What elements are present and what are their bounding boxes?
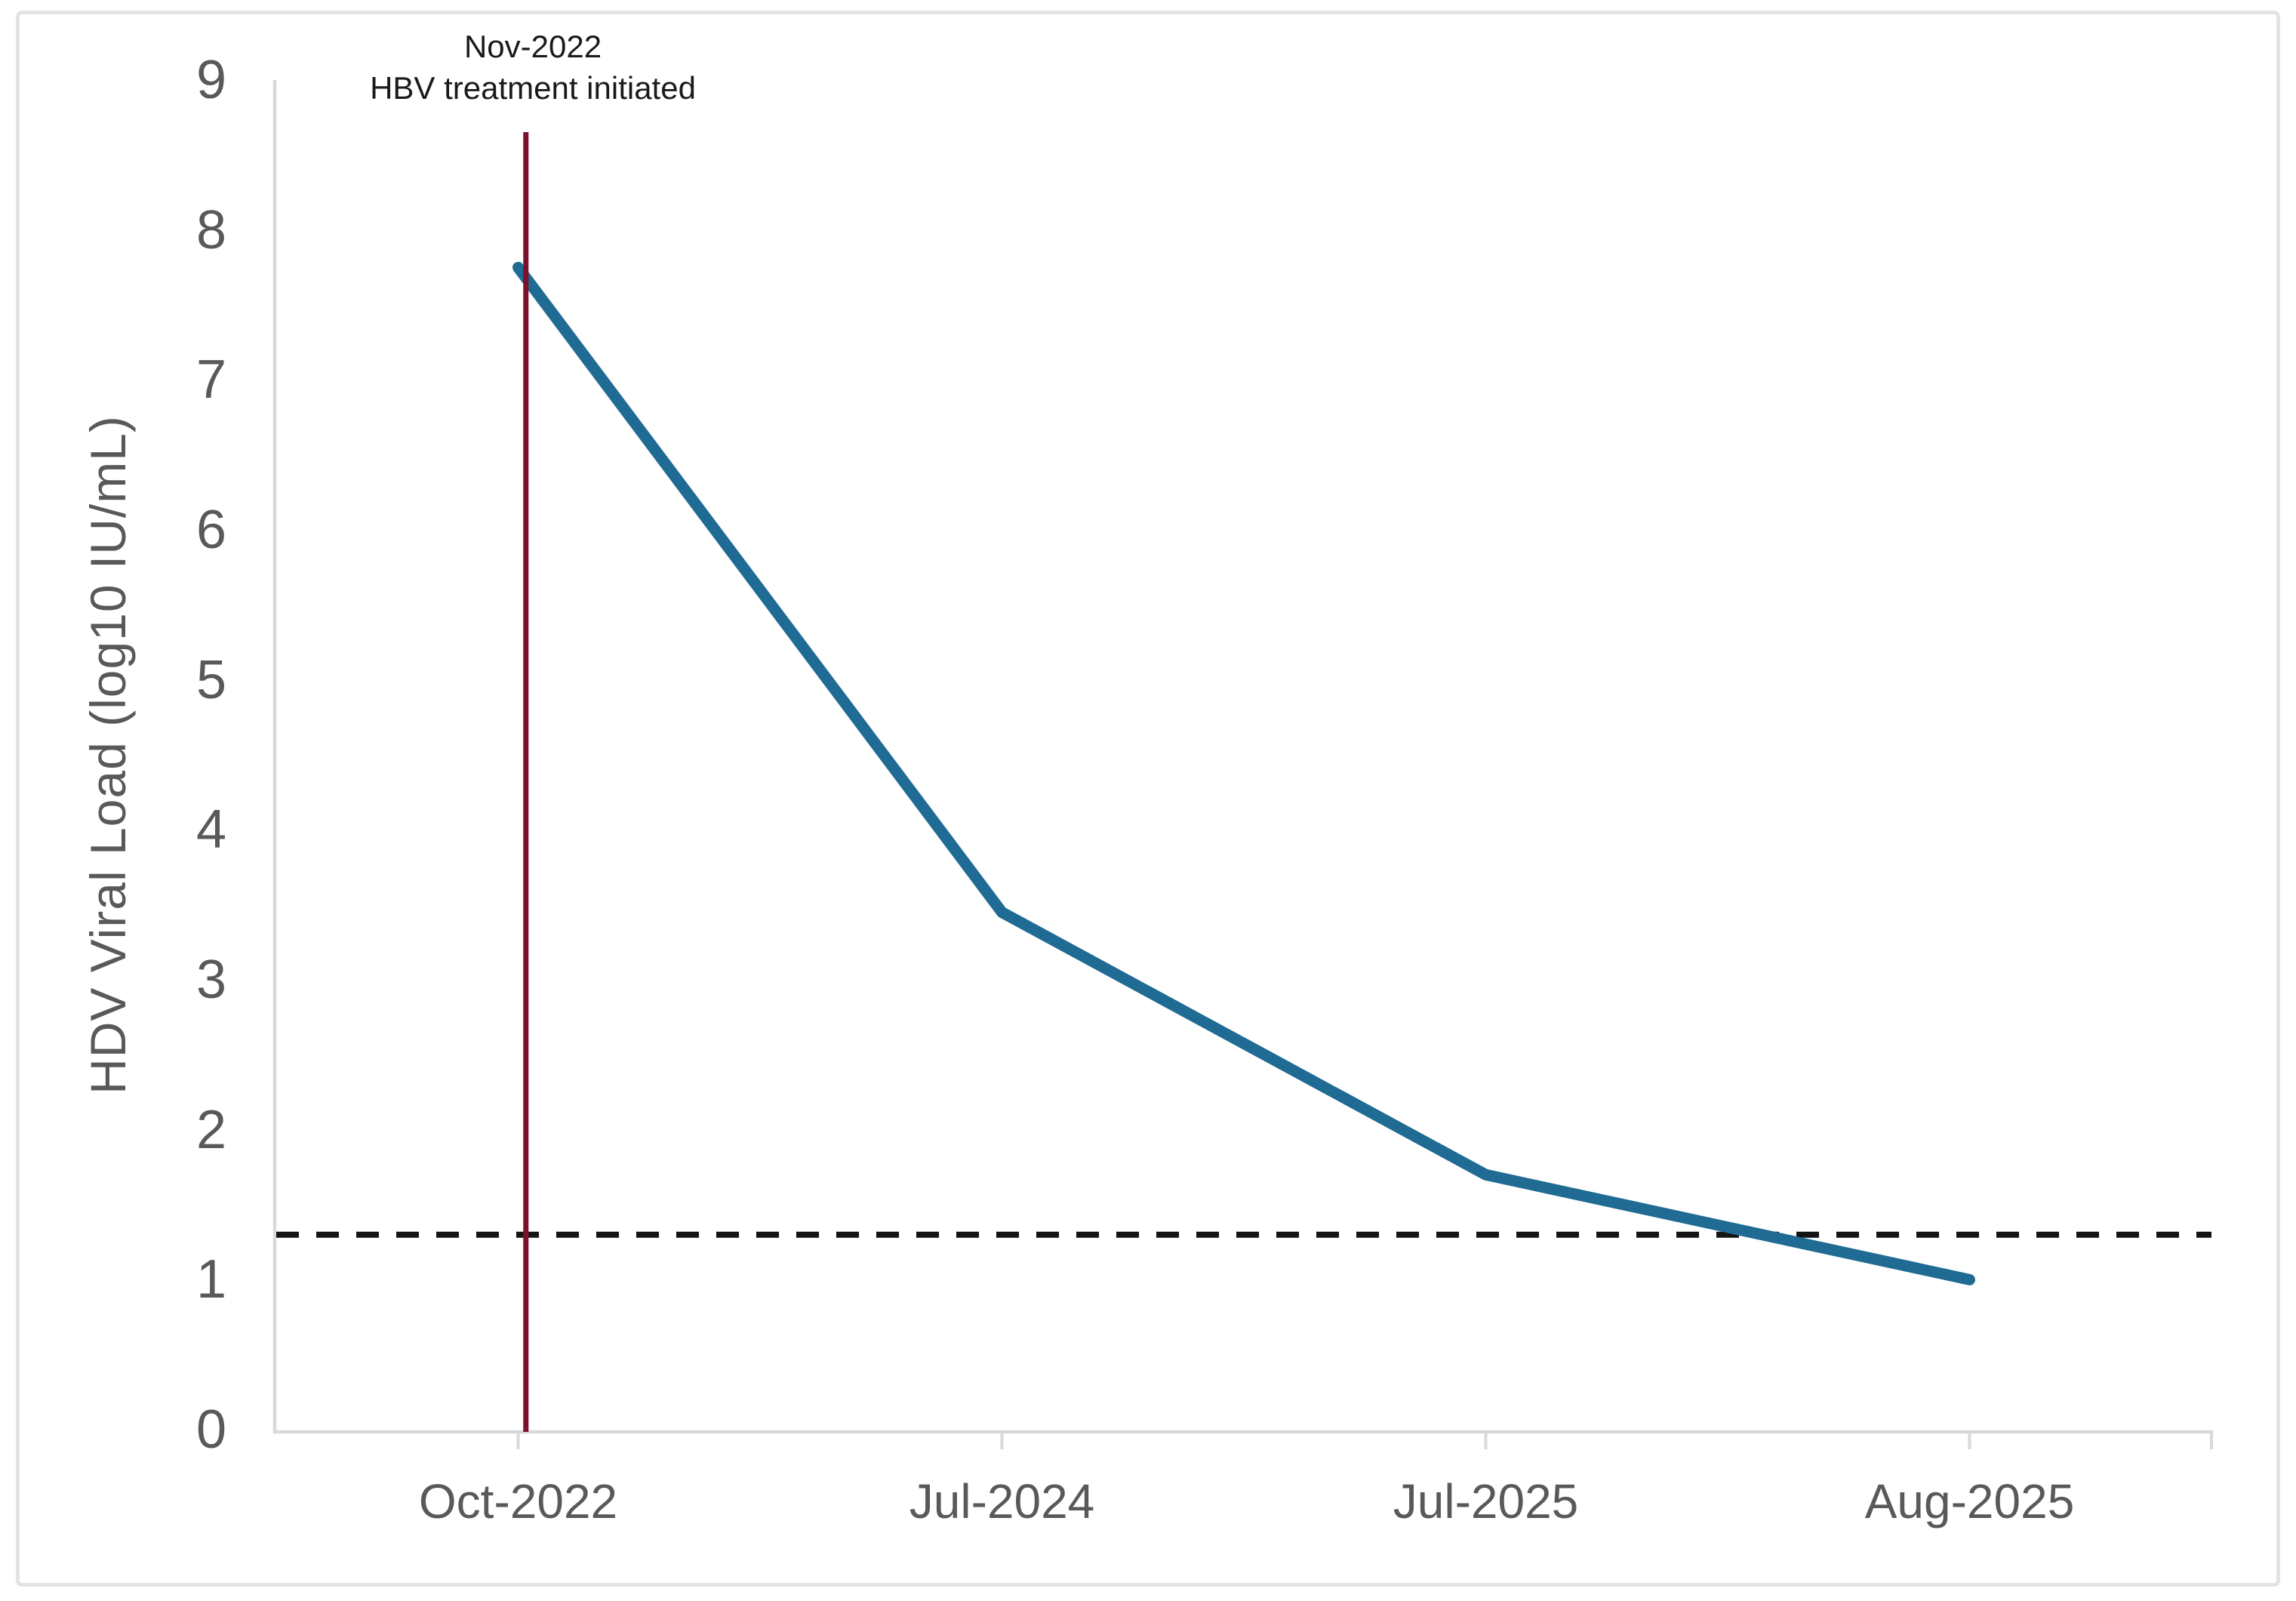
y-tick-label: 5 bbox=[195, 649, 226, 710]
event-annotation: Nov-2022 HBV treatment initiated bbox=[370, 26, 696, 109]
x-category-label: Jul-2025 bbox=[1393, 1474, 1579, 1529]
y-tick-label: 8 bbox=[195, 199, 226, 260]
x-category-label: Oct-2022 bbox=[418, 1474, 618, 1529]
event-annotation-line1: Nov-2022 bbox=[463, 29, 602, 64]
series-line-hdv-viral-load bbox=[512, 261, 1975, 1285]
x-category-label: Jul-2024 bbox=[909, 1474, 1095, 1529]
y-tick-label: 0 bbox=[195, 1399, 226, 1460]
y-tick-label: 6 bbox=[195, 500, 226, 560]
y-tick-label: 3 bbox=[195, 950, 226, 1010]
y-tick-label: 2 bbox=[195, 1099, 226, 1160]
figure-frame bbox=[16, 11, 2280, 1587]
event-annotation-line2: HBV treatment initiated bbox=[370, 70, 696, 106]
y-tick-label: 9 bbox=[195, 50, 226, 110]
y-tick-label: 1 bbox=[195, 1249, 226, 1310]
x-category-label: Aug-2025 bbox=[1864, 1474, 2075, 1529]
y-tick-label: 7 bbox=[195, 349, 226, 411]
y-tick-label: 4 bbox=[195, 799, 226, 861]
